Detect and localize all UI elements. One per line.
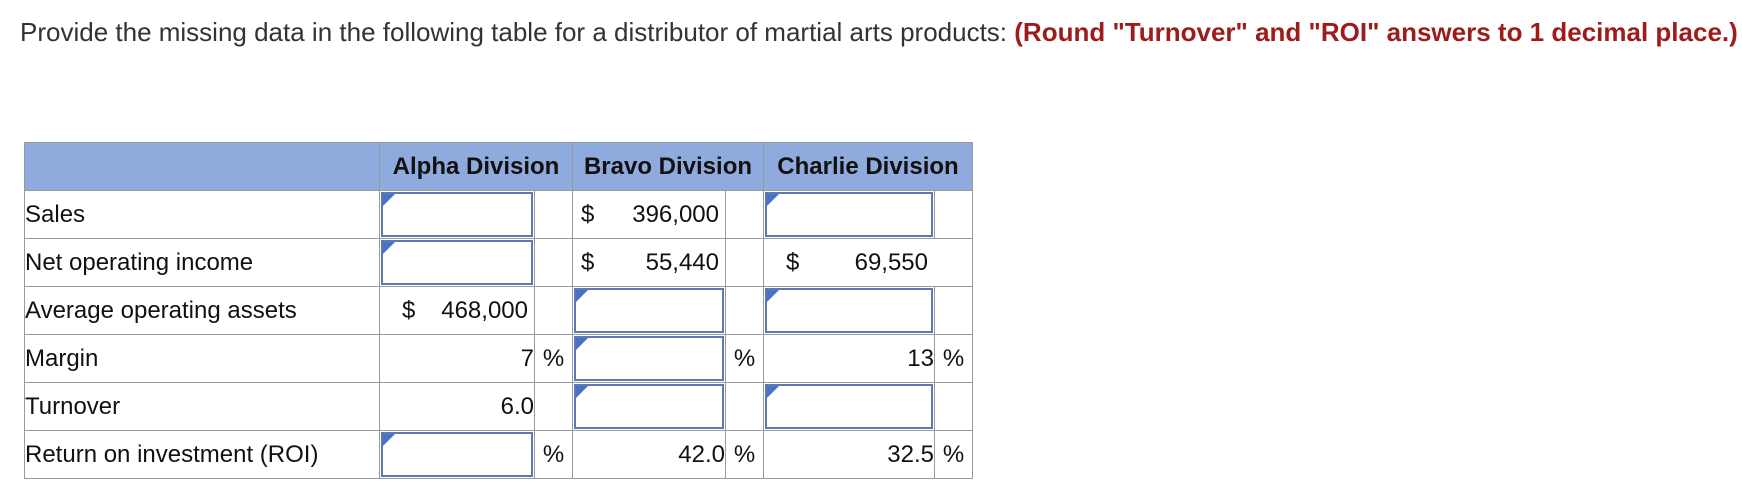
alpha-noi-cell: [379, 238, 535, 287]
alpha-sales-unit: [534, 190, 573, 239]
input-marker-icon: [767, 386, 779, 398]
bravo-sales-unit: [725, 190, 764, 239]
charlie-margin-percent: %: [934, 334, 973, 383]
charlie-turnover-input-box: [765, 384, 933, 429]
header-alpha-division: Alpha Division: [379, 142, 573, 191]
rounding-instruction: (Round "Turnover" and "ROI" answers to 1…: [1014, 17, 1738, 47]
table-row-average-operating-assets: Average operating assets $468,000: [24, 286, 973, 335]
charlie-roi-value: 32.5: [763, 430, 935, 479]
table-row-roi: Return on investment (ROI) % 42.0 % 32.5…: [24, 430, 973, 479]
alpha-margin-value: 7: [379, 334, 535, 383]
alpha-turnover-value: 6.0: [379, 382, 535, 431]
alpha-margin-percent: %: [534, 334, 573, 383]
input-marker-icon: [767, 290, 779, 302]
input-marker-icon: [383, 194, 395, 206]
charlie-sales-input[interactable]: [767, 194, 931, 235]
charlie-sales-unit: [934, 190, 973, 239]
row-label-sales: Sales: [24, 190, 380, 239]
alpha-sales-input[interactable]: [383, 194, 531, 235]
division-data-table: Alpha Division Bravo Division Charlie Di…: [24, 142, 973, 479]
bravo-margin-percent: %: [725, 334, 764, 383]
question-prompt: Provide the missing data in the followin…: [20, 14, 1742, 50]
input-marker-icon: [576, 386, 588, 398]
alpha-turnover-unit: [534, 382, 573, 431]
bravo-assets-unit: [725, 286, 764, 335]
alpha-sales-cell: [379, 190, 535, 239]
table-row-sales: Sales $396,000: [24, 190, 973, 239]
bravo-margin-input[interactable]: [576, 338, 722, 379]
charlie-noi-amount: 69,550: [854, 248, 928, 276]
bravo-margin-input-box: [574, 336, 724, 381]
table-header-row: Alpha Division Bravo Division Charlie Di…: [24, 142, 973, 191]
row-label-net-operating-income: Net operating income: [24, 238, 380, 287]
table-row-margin: Margin 7 % % 13 %: [24, 334, 973, 383]
alpha-roi-input[interactable]: [383, 434, 531, 475]
alpha-assets-unit: [534, 286, 573, 335]
bravo-turnover-cell: [572, 382, 726, 431]
row-label-average-operating-assets: Average operating assets: [24, 286, 380, 335]
charlie-turnover-cell: [763, 382, 935, 431]
alpha-assets-amount: 468,000: [441, 296, 528, 324]
bravo-margin-cell: [572, 334, 726, 383]
bravo-noi-unit: [725, 238, 764, 287]
charlie-roi-percent: %: [934, 430, 973, 479]
alpha-roi-cell: [379, 430, 535, 479]
alpha-noi-input-box: [381, 240, 533, 285]
row-label-roi: Return on investment (ROI): [24, 430, 380, 479]
input-marker-icon: [576, 290, 588, 302]
alpha-noi-input[interactable]: [383, 242, 531, 283]
input-marker-icon: [576, 338, 588, 350]
charlie-assets-unit: [934, 286, 973, 335]
bravo-assets-input[interactable]: [576, 290, 722, 331]
bravo-turnover-input-box: [574, 384, 724, 429]
currency-symbol: $: [786, 248, 800, 276]
charlie-turnover-unit: [934, 382, 973, 431]
row-label-margin: Margin: [24, 334, 380, 383]
bravo-assets-input-box: [574, 288, 724, 333]
charlie-assets-cell: [763, 286, 935, 335]
row-label-turnover: Turnover: [24, 382, 380, 431]
alpha-roi-percent: %: [534, 430, 573, 479]
bravo-turnover-unit: [725, 382, 764, 431]
charlie-turnover-input[interactable]: [767, 386, 931, 427]
bravo-noi-value: $55,440: [572, 238, 726, 287]
input-marker-icon: [383, 434, 395, 446]
charlie-margin-value: 13: [763, 334, 935, 383]
table-row-net-operating-income: Net operating income $55,440 $69,550: [24, 238, 973, 287]
bravo-turnover-input[interactable]: [576, 386, 722, 427]
input-marker-icon: [383, 242, 395, 254]
charlie-assets-input-box: [765, 288, 933, 333]
bravo-sales-amount: 396,000: [632, 200, 719, 228]
bravo-roi-percent: %: [725, 430, 764, 479]
input-marker-icon: [767, 194, 779, 206]
alpha-noi-unit: [534, 238, 573, 287]
bravo-assets-cell: [572, 286, 726, 335]
charlie-assets-input[interactable]: [767, 290, 931, 331]
bravo-roi-value: 42.0: [572, 430, 726, 479]
header-blank: [24, 142, 380, 191]
currency-symbol: $: [581, 248, 595, 276]
header-charlie-division: Charlie Division: [763, 142, 973, 191]
prompt-text: Provide the missing data in the followin…: [20, 17, 1015, 47]
currency-symbol: $: [581, 200, 595, 228]
currency-symbol: $: [402, 296, 416, 324]
alpha-sales-input-box: [381, 192, 533, 237]
charlie-noi-value: $69,550: [763, 238, 973, 287]
table-row-turnover: Turnover 6.0: [24, 382, 973, 431]
header-bravo-division: Bravo Division: [572, 142, 764, 191]
bravo-noi-amount: 55,440: [645, 248, 719, 276]
alpha-assets-value: $468,000: [379, 286, 535, 335]
bravo-sales-value: $396,000: [572, 190, 726, 239]
charlie-sales-input-box: [765, 192, 933, 237]
alpha-roi-input-box: [381, 432, 533, 477]
charlie-sales-cell: [763, 190, 935, 239]
